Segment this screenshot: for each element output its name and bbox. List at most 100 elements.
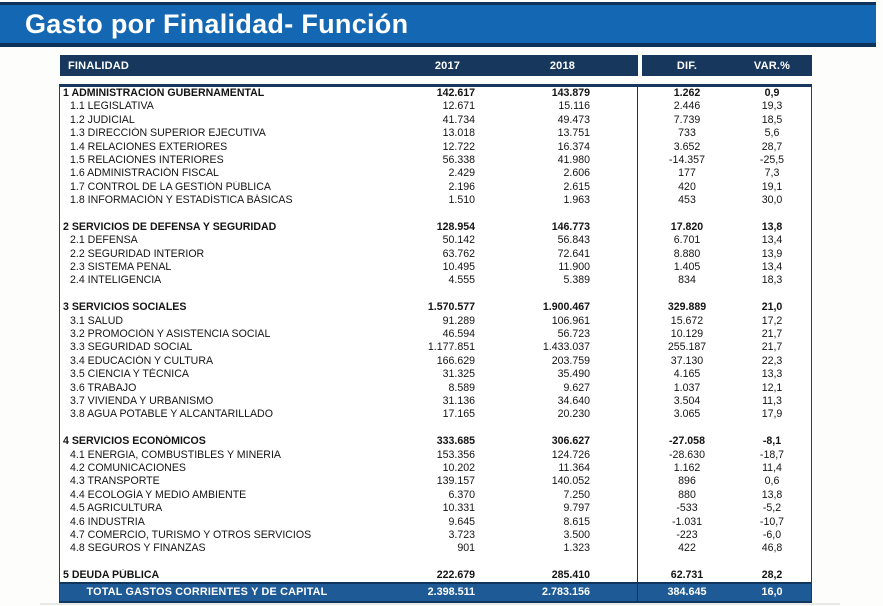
- function-row: 3.8 AGUA POTABLE Y ALCANTARILLADO 17.165 2…: [60, 408, 811, 422]
- cell-2018: 1.900.467: [542, 301, 590, 314]
- cell-2017: 139.157: [436, 475, 475, 488]
- cell-label: 3.3 SEGURIDAD SOCIAL: [70, 341, 193, 354]
- cell-dif: 1.405: [673, 261, 701, 274]
- total-row: TOTAL GASTOS CORRIENTES Y DE CAPITAL 2.3…: [59, 582, 812, 604]
- cell-label: 1.6 ADMINISTRACIÓN FISCAL: [70, 167, 219, 180]
- column-divider: [620, 435, 638, 449]
- cell-label: 1.1 LEGISLATIVA: [70, 100, 154, 113]
- column-divider: [620, 301, 638, 315]
- column-header-2018: 2018: [505, 55, 620, 76]
- cell-2017: 10.202: [442, 461, 475, 474]
- cell-2017: 10.495: [442, 261, 475, 274]
- column-divider: [620, 542, 638, 556]
- function-row: 1.4 RELACIONES EXTERIORES 12.722 16.374 3.6…: [60, 140, 811, 154]
- cell-2017: 13.018: [442, 127, 475, 140]
- function-row: 1.5 RELACIONES INTERIORES 56.338 41.980 -14…: [60, 153, 811, 168]
- cell-label: 2.3 SISTEMA PENAL: [70, 261, 172, 274]
- cell-dif: 8.880: [673, 247, 701, 260]
- cell-2018: 41.980: [557, 153, 590, 166]
- spacer-cell: [390, 422, 505, 435]
- cell-label: 3.4 EDUCACIÓN Y CULTURA: [70, 354, 214, 367]
- cell-2017: 3.723: [448, 528, 475, 541]
- cell-var: 17,9: [761, 408, 783, 421]
- cell-var: 30,0: [761, 194, 783, 207]
- cell-2017: 153.356: [436, 448, 475, 461]
- cell-var: 13,8: [761, 220, 783, 233]
- cell-dif: 880: [678, 488, 696, 501]
- cell-label: 3.6 TRABAJO: [70, 381, 137, 394]
- section-row: 2 SERVICIOS DE DEFENSA Y SEGURIDAD 128.95…: [60, 220, 811, 235]
- function-row: 3.3 SEGURIDAD SOCIAL 1.177.851 1.433.037 25…: [60, 341, 811, 355]
- column-divider: [620, 502, 638, 516]
- cell-2018: 146.773: [551, 220, 590, 233]
- cell-var: 28,2: [761, 569, 783, 582]
- cell-2018: 35.490: [557, 368, 590, 381]
- cell-2018: 7.250: [563, 488, 590, 501]
- cell-dif: 3.652: [673, 140, 701, 153]
- column-divider: [620, 180, 638, 195]
- cell-var: 21,7: [761, 341, 783, 354]
- cell-2017: 142.617: [436, 87, 475, 99]
- column-divider: [620, 354, 638, 369]
- cell-label: 1 ADMINISTRACION GUBERNAMENTAL: [63, 87, 265, 99]
- cell-2018: 20.230: [557, 408, 590, 421]
- cell-2018: 15.116: [558, 100, 590, 113]
- cell-var: -25,5: [759, 153, 785, 166]
- cell-2018: 1.323: [563, 542, 590, 555]
- function-row: 4.7 COMERCIO, TURISMO Y OTROS SERVICIOS 3…: [60, 528, 811, 543]
- cell-var: 0,6: [764, 475, 780, 488]
- column-divider: [620, 328, 638, 342]
- header-band-filler: [620, 55, 638, 76]
- spacer-cell: [505, 422, 620, 435]
- cell-var: 21,0: [761, 301, 783, 314]
- total-label: TOTAL GASTOS CORRIENTES Y DE CAPITAL: [86, 586, 328, 599]
- cell-dif: 1.162: [673, 461, 701, 474]
- function-row: 1.6 ADMINISTRACIÓN FISCAL 2.429 2.606 177 7,…: [60, 167, 811, 181]
- total-2017-value: 2.398.511: [427, 586, 475, 599]
- cell-dif: -533: [676, 502, 698, 515]
- column-divider: [620, 461, 638, 476]
- cell-var: -6,0: [762, 528, 782, 541]
- cell-dif: 255.187: [667, 341, 707, 354]
- column-divider: [620, 515, 638, 529]
- function-row: 3.5 CIENCIA Y TÉCNICA 31.325 35.490 4.165 13…: [60, 368, 811, 382]
- cell-2017: 63.762: [442, 247, 475, 260]
- total-divider: [620, 584, 638, 602]
- cell-label: 3.1 SALUD: [70, 314, 123, 327]
- cell-dif: 1.037: [673, 381, 701, 394]
- cell-label: 1.4 RELACIONES EXTERIORES: [70, 140, 228, 153]
- function-row: 1.8 INFORMACIÓN Y ESTADÍSTICA BÁSICAS 1.5…: [60, 194, 811, 208]
- cell-2018: 56.723: [557, 328, 590, 341]
- total-2018-value: 2.783.156: [541, 586, 590, 599]
- cell-label: 1.7 CONTROL DE LA GESTIÓN PÚBLICA: [70, 180, 271, 193]
- cell-2018: 72.641: [557, 247, 590, 260]
- spacer-cell: [505, 288, 620, 301]
- cell-dif: -223: [676, 528, 698, 541]
- function-row: 4.3 TRANSPORTE 139.157 140.052 896 0,6: [60, 475, 811, 489]
- cell-label: 1.8 INFORMACIÓN Y ESTADÍSTICA BÁSICAS: [70, 194, 293, 207]
- function-row: 1.7 CONTROL DE LA GESTIÓN PÚBLICA 2.196 2.…: [60, 180, 811, 195]
- cell-var: 13,3: [761, 368, 783, 381]
- cell-var: 19,3: [761, 100, 783, 113]
- cell-var: 7,3: [764, 167, 780, 180]
- cell-var: 13,4: [761, 261, 783, 274]
- cell-2017: 128.954: [436, 220, 475, 233]
- cell-dif: 2.446: [673, 100, 701, 113]
- spacer-cell: [620, 207, 638, 221]
- column-header-2017: 2017: [390, 55, 505, 76]
- cell-label: 4 SERVICIOS ECONÓMICOS: [63, 435, 206, 448]
- cell-label: 3.2 PROMOCIÓN Y ASISTENCIA SOCIAL: [70, 328, 271, 341]
- cell-dif: 7.739: [673, 113, 701, 126]
- cell-dif: 329.889: [667, 301, 707, 314]
- column-divider: [620, 87, 638, 101]
- cell-var: 46,8: [761, 542, 783, 555]
- cell-dif: 422: [678, 542, 696, 555]
- spacer-cell: [60, 422, 390, 435]
- column-divider: [620, 314, 638, 329]
- cell-var: 11,4: [762, 461, 782, 474]
- column-divider: [620, 167, 638, 181]
- cell-var: -8,1: [762, 435, 782, 448]
- column-divider: [620, 113, 638, 128]
- cell-2017: 41.734: [442, 113, 475, 126]
- column-divider: [620, 341, 638, 355]
